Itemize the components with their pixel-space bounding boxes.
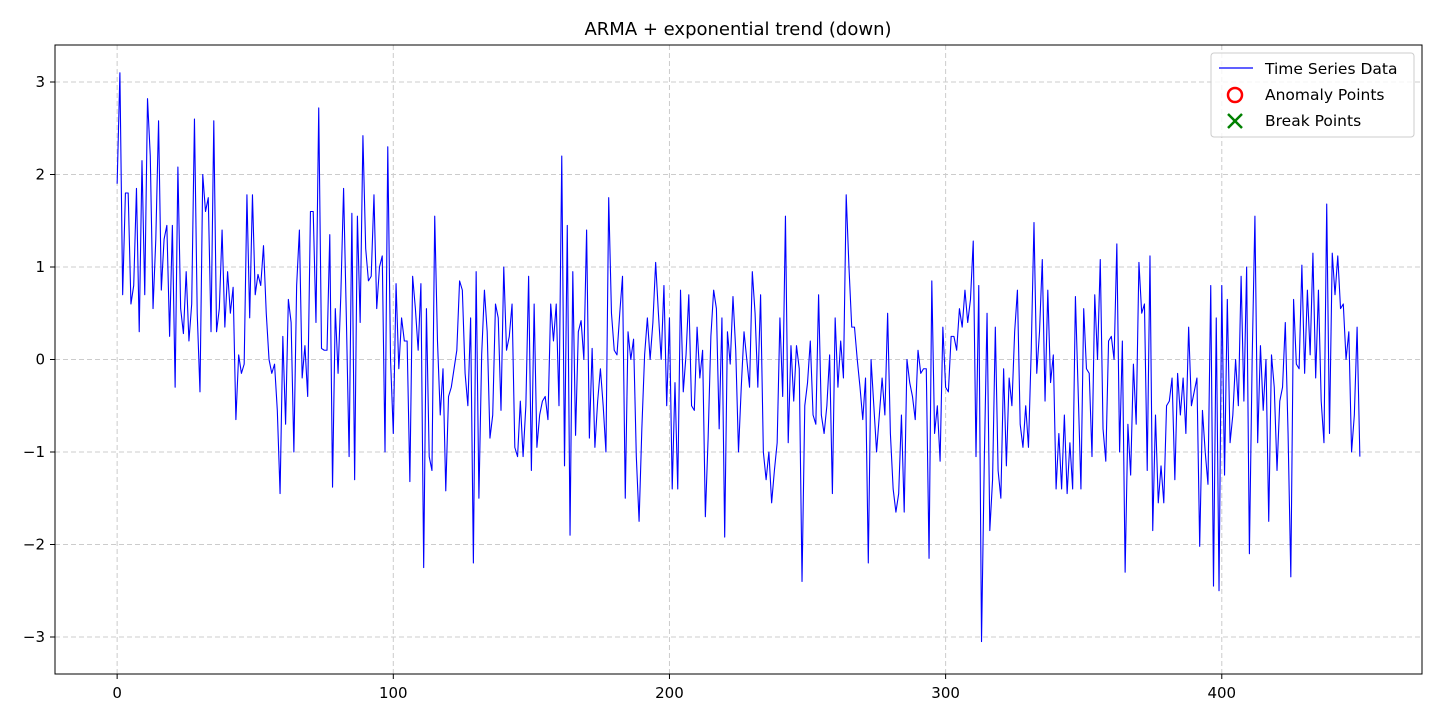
x-tick-label: 200 <box>655 684 684 702</box>
x-tick-label: 400 <box>1207 684 1236 702</box>
y-tick-label: −2 <box>23 536 45 554</box>
legend-x-icon <box>1227 113 1243 129</box>
legend: Time Series Data Anomaly Points Break Po… <box>1210 52 1415 138</box>
y-tick-label: 2 <box>35 166 45 184</box>
chart-title: ARMA + exponential trend (down) <box>584 19 891 40</box>
series-layer <box>116 72 1361 643</box>
y-tick-label: 3 <box>35 73 45 91</box>
legend-box <box>1210 52 1415 138</box>
legend-circle-icon <box>1226 86 1244 104</box>
y-tick-label: 1 <box>35 258 45 276</box>
y-tick-label: 0 <box>35 351 45 369</box>
x-tick-label: 100 <box>379 684 408 702</box>
x-tick-label: 0 <box>112 684 122 702</box>
y-tick-label: −3 <box>23 628 45 646</box>
legend-label-time-series: Time Series Data <box>1264 60 1397 78</box>
legend-label-anomaly: Anomaly Points <box>1265 86 1384 104</box>
legend-label-break: Break Points <box>1265 112 1361 130</box>
series-line-time-series-data <box>116 72 1361 643</box>
x-tick-label: 300 <box>931 684 960 702</box>
axes-ticks: 0 100 200 300 400 −3 −2 −1 0 1 2 3 <box>23 73 1236 702</box>
y-tick-label: −1 <box>23 443 45 461</box>
